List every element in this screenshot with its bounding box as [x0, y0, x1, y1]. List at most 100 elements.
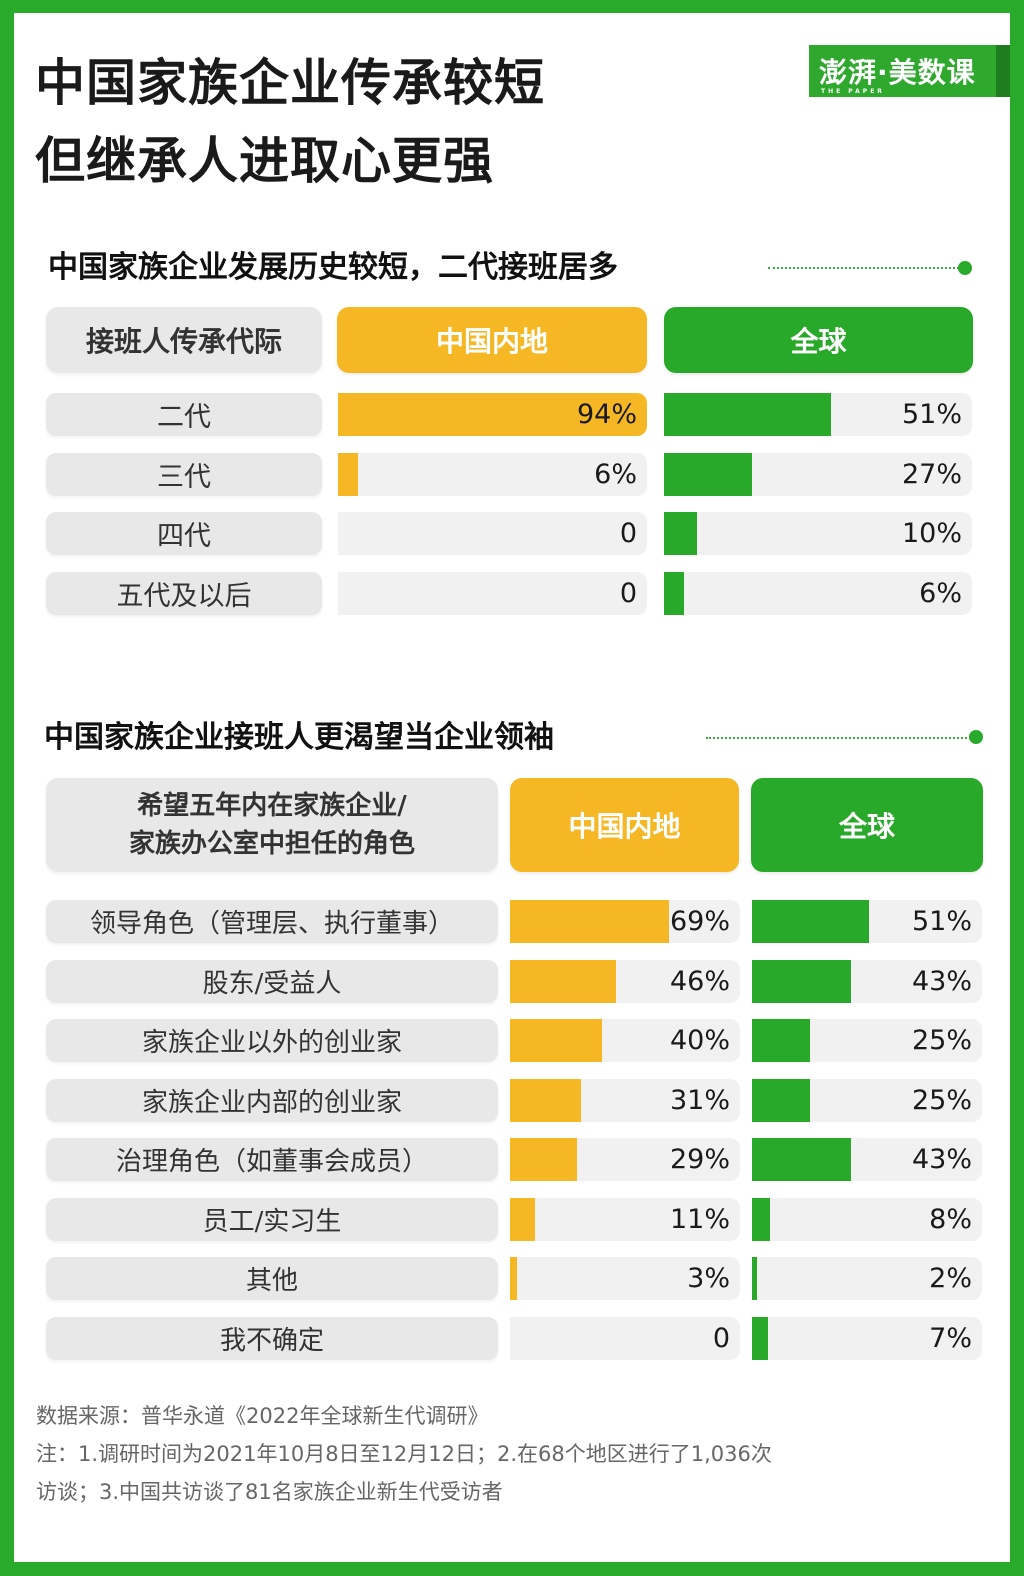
row-label: 员工/实习生 [46, 1197, 498, 1241]
page-title: 中国家族企业传承较短 但继承人进取心更强 [35, 44, 545, 200]
global-value-label: 6% [919, 577, 962, 609]
china-bar-track: 11% [510, 1197, 740, 1241]
note-line-1: 注：1.调研时间为2021年10月8日至12月12日；2.在68个地区进行了1,… [36, 1442, 772, 1466]
china-bar-track: 0 [338, 571, 647, 615]
section2-header-global: 全球 [751, 778, 983, 872]
row-label: 股东/受益人 [46, 959, 498, 1003]
global-bar [752, 1257, 757, 1300]
china-value-label: 69% [669, 906, 730, 937]
global-bar [664, 512, 697, 555]
global-value-label: 2% [929, 1263, 972, 1294]
china-bar [510, 1257, 517, 1300]
china-bar-track: 0 [338, 512, 647, 555]
china-bar [510, 959, 616, 1003]
china-value-label: 0 [712, 1322, 730, 1354]
section2-header-category-line1: 希望五年内在家族企业/ [137, 791, 407, 821]
logo-subtext: THE PAPER [821, 88, 885, 95]
global-value-label: 43% [911, 1144, 972, 1175]
logo: 澎湃·美数课 THE PAPER [809, 45, 996, 97]
global-bar [752, 1019, 810, 1062]
global-bar [752, 1078, 810, 1122]
section1-header-category: 接班人传承代际 [46, 307, 322, 373]
global-bar [664, 393, 832, 436]
section1-title: 中国家族企业发展历史较短，二代接班居多 [48, 250, 618, 285]
global-bar-track: 8% [752, 1197, 982, 1241]
china-value-label: 6% [594, 458, 637, 490]
row-label: 领导角色（管理层、执行董事） [46, 900, 498, 943]
global-value-label: 10% [901, 518, 962, 549]
global-bar-track: 7% [752, 1316, 982, 1360]
china-bar [338, 452, 358, 496]
global-value-label: 8% [929, 1203, 972, 1235]
footer-notes: 数据来源：普华永道《2022年全球新生代调研》 注：1.调研时间为2021年10… [36, 1397, 772, 1511]
china-bar [510, 1197, 536, 1241]
global-bar-track: 43% [752, 959, 982, 1003]
global-bar-track: 51% [752, 900, 982, 943]
global-bar-track: 25% [752, 1019, 982, 1062]
section2-dotted-line [706, 737, 974, 739]
global-bar-track: 25% [752, 1078, 982, 1122]
china-bar-track: 94% [338, 393, 647, 436]
row-label: 五代及以后 [46, 571, 322, 615]
global-bar-track: 43% [752, 1138, 982, 1181]
china-bar [510, 1078, 582, 1122]
global-bar [752, 1316, 769, 1360]
global-bar-track: 27% [664, 452, 972, 496]
global-bar-track: 10% [664, 512, 972, 555]
section2-header-category-line2: 家族办公室中担任的角色 [128, 829, 415, 859]
row-label: 我不确定 [46, 1316, 498, 1360]
china-value-label: 0 [619, 577, 637, 609]
global-bar [752, 1138, 851, 1181]
title-line-2: 但继承人进取心更强 [35, 132, 494, 190]
title-line-1: 中国家族企业传承较短 [35, 54, 545, 112]
global-value-label: 7% [929, 1322, 972, 1354]
logo-tab-decoration [996, 45, 1010, 97]
china-bar-track: 46% [510, 959, 740, 1003]
global-bar [752, 900, 870, 943]
section2-title: 中国家族企业接班人更渴望当企业领袖 [44, 720, 554, 755]
china-bar-track: 29% [510, 1138, 740, 1181]
section2-header-category: 希望五年内在家族企业/ 家族办公室中担任的角色 [46, 778, 498, 872]
china-bar-track: 0 [510, 1316, 740, 1360]
section1-dot-icon [958, 261, 972, 275]
row-label: 家族企业以外的创业家 [46, 1019, 498, 1062]
china-value-label: 11% [669, 1203, 730, 1235]
section1-header-global: 全球 [664, 307, 973, 373]
global-bar-track: 51% [664, 393, 972, 436]
global-bar-track: 6% [664, 571, 972, 615]
note-line-2: 访谈；3.中国共访谈了81名家族企业新生代受访者 [36, 1480, 503, 1504]
section1-header-china: 中国内地 [337, 307, 647, 373]
global-value-label: 51% [901, 399, 962, 430]
global-value-label: 25% [911, 1025, 972, 1056]
china-value-label: 94% [576, 399, 637, 430]
section1-dotted-line [768, 267, 963, 269]
china-value-label: 0 [619, 518, 637, 549]
global-value-label: 25% [911, 1084, 972, 1116]
china-bar-track: 6% [338, 452, 647, 496]
section2-header-china: 中国内地 [510, 778, 739, 872]
china-bar [510, 900, 669, 943]
logo-text: 澎湃·美数课 [819, 56, 976, 89]
global-value-label: 27% [901, 458, 962, 490]
global-value-label: 51% [911, 906, 972, 937]
china-bar-track: 69% [510, 900, 740, 943]
global-bar [664, 571, 684, 615]
china-bar [510, 1138, 577, 1181]
global-bar [752, 959, 851, 1003]
row-label: 二代 [46, 393, 322, 436]
row-label: 四代 [46, 512, 322, 555]
china-bar [510, 1019, 602, 1062]
row-label: 家族企业内部的创业家 [46, 1078, 498, 1122]
global-bar [752, 1197, 771, 1241]
global-bar [664, 452, 753, 496]
china-bar-track: 40% [510, 1019, 740, 1062]
global-bar-track: 2% [752, 1257, 982, 1300]
china-value-label: 40% [669, 1025, 730, 1056]
china-bar-track: 31% [510, 1078, 740, 1122]
section2-dot-icon [969, 730, 983, 744]
china-bar-track: 3% [510, 1257, 740, 1300]
china-value-label: 31% [669, 1084, 730, 1116]
row-label: 三代 [46, 452, 322, 496]
china-bar [338, 393, 647, 436]
row-label: 其他 [46, 1257, 498, 1300]
